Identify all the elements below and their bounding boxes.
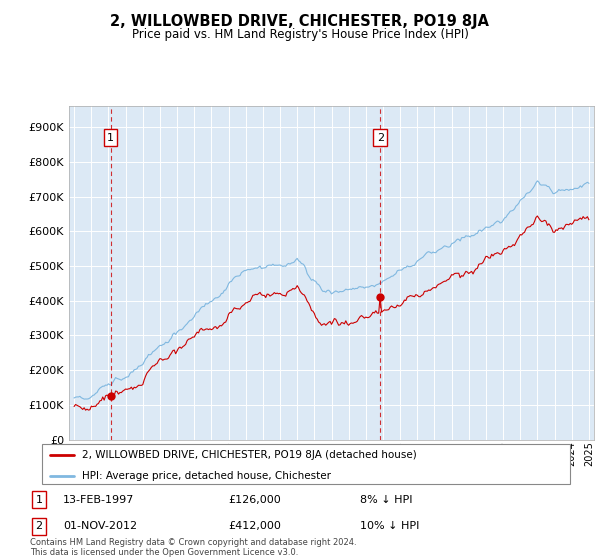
- Text: 1: 1: [35, 494, 43, 505]
- Text: 2, WILLOWBED DRIVE, CHICHESTER, PO19 8JA (detached house): 2, WILLOWBED DRIVE, CHICHESTER, PO19 8JA…: [82, 450, 416, 460]
- Text: 01-NOV-2012: 01-NOV-2012: [63, 521, 137, 531]
- Text: 2, WILLOWBED DRIVE, CHICHESTER, PO19 8JA: 2, WILLOWBED DRIVE, CHICHESTER, PO19 8JA: [110, 14, 490, 29]
- Text: Contains HM Land Registry data © Crown copyright and database right 2024.
This d: Contains HM Land Registry data © Crown c…: [30, 538, 356, 557]
- Text: HPI: Average price, detached house, Chichester: HPI: Average price, detached house, Chic…: [82, 470, 331, 480]
- Text: 8% ↓ HPI: 8% ↓ HPI: [360, 494, 413, 505]
- Text: 13-FEB-1997: 13-FEB-1997: [63, 494, 134, 505]
- FancyBboxPatch shape: [42, 444, 570, 484]
- Text: 1: 1: [107, 133, 114, 143]
- Text: £126,000: £126,000: [228, 494, 281, 505]
- Text: Price paid vs. HM Land Registry's House Price Index (HPI): Price paid vs. HM Land Registry's House …: [131, 28, 469, 41]
- Text: £412,000: £412,000: [228, 521, 281, 531]
- Text: 2: 2: [377, 133, 384, 143]
- Text: 2: 2: [35, 521, 43, 531]
- Text: 10% ↓ HPI: 10% ↓ HPI: [360, 521, 419, 531]
